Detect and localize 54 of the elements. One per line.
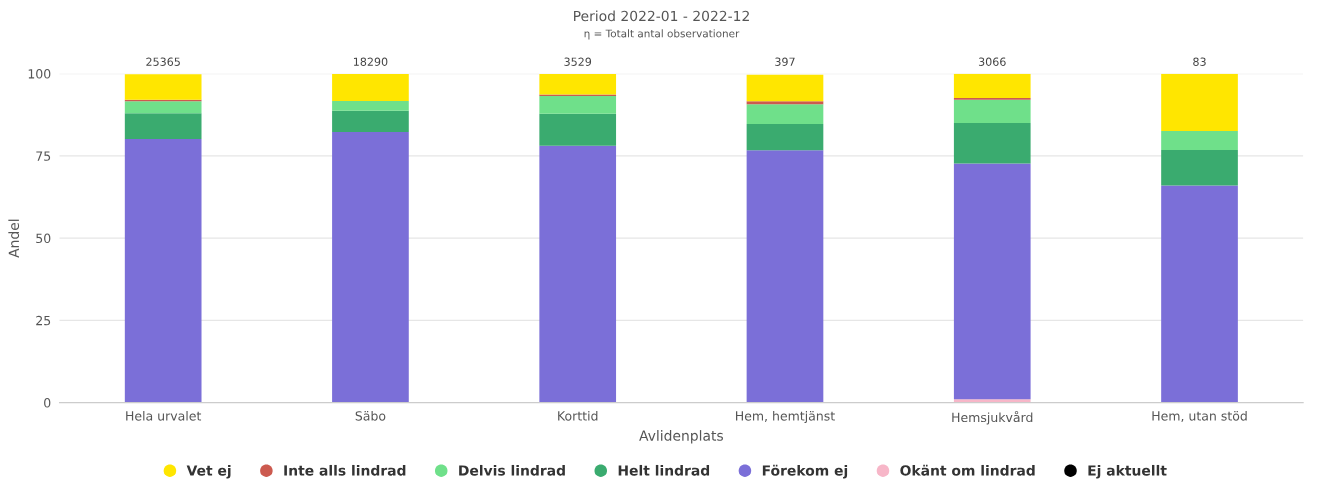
legend-label: Helt lindrad bbox=[618, 464, 710, 476]
bar bbox=[953, 99, 1031, 123]
legend-label: Förekom ej bbox=[762, 464, 848, 479]
x-tick-label: Hela urvalet bbox=[126, 410, 202, 421]
bar bbox=[953, 163, 1031, 400]
y-axis-title: Andel bbox=[8, 219, 20, 258]
x-tick-label: Korttid bbox=[558, 410, 598, 421]
y-tick-label: 100 bbox=[28, 69, 51, 79]
bar bbox=[953, 73, 1031, 98]
chart-subtitle: η = Totalt antal observationer bbox=[584, 29, 740, 40]
annotation: 83 bbox=[1193, 57, 1206, 66]
y-tick-label: 0 bbox=[44, 398, 51, 408]
bar bbox=[124, 74, 202, 100]
x-tick-label: Hem, hemtjänst bbox=[736, 410, 835, 424]
bar bbox=[332, 73, 409, 101]
legend-label: Okänt om lindrad bbox=[900, 464, 1035, 476]
bar bbox=[746, 74, 824, 102]
bar bbox=[332, 131, 409, 403]
x-tick-label: Hemsjukvård bbox=[952, 410, 1033, 425]
legend-label: Ej aktuellt bbox=[1088, 464, 1167, 479]
legend-label: Vet ej bbox=[186, 464, 231, 479]
annotation: 3529 bbox=[564, 57, 592, 66]
legend-label: Delvis lindrad bbox=[459, 464, 565, 476]
x-axis-title: Avlidenplats bbox=[639, 430, 723, 444]
annotation: 25365 bbox=[146, 57, 180, 66]
y-tick-label: 25 bbox=[36, 315, 51, 326]
bar bbox=[746, 123, 824, 151]
bar bbox=[1161, 185, 1238, 403]
x-tick-label: Säbo bbox=[355, 410, 386, 421]
bar bbox=[124, 113, 202, 140]
bar bbox=[953, 123, 1031, 164]
bar bbox=[746, 101, 824, 105]
bar bbox=[332, 110, 409, 132]
annotation: 18290 bbox=[353, 57, 388, 66]
annotation: 3066 bbox=[978, 57, 1006, 66]
bar bbox=[539, 73, 617, 95]
bar bbox=[953, 399, 1031, 403]
bar bbox=[1161, 130, 1238, 150]
x-tick-label: Hem, utan stöd bbox=[1152, 410, 1247, 422]
y-tick-label: 75 bbox=[36, 151, 51, 161]
bar bbox=[539, 113, 617, 146]
annotation: 397 bbox=[775, 57, 795, 66]
bar bbox=[539, 96, 617, 114]
bar bbox=[1161, 73, 1238, 131]
bar bbox=[332, 100, 409, 111]
legend-label: Inte alls lindrad bbox=[284, 464, 406, 476]
bar bbox=[1161, 149, 1238, 186]
chart-title: Period 2022-01 - 2022-12 bbox=[574, 10, 749, 22]
bar bbox=[539, 145, 617, 403]
bar bbox=[746, 104, 824, 124]
bar bbox=[746, 150, 824, 403]
bar bbox=[124, 139, 202, 403]
y-tick-label: 50 bbox=[36, 233, 51, 244]
bar bbox=[124, 101, 202, 114]
